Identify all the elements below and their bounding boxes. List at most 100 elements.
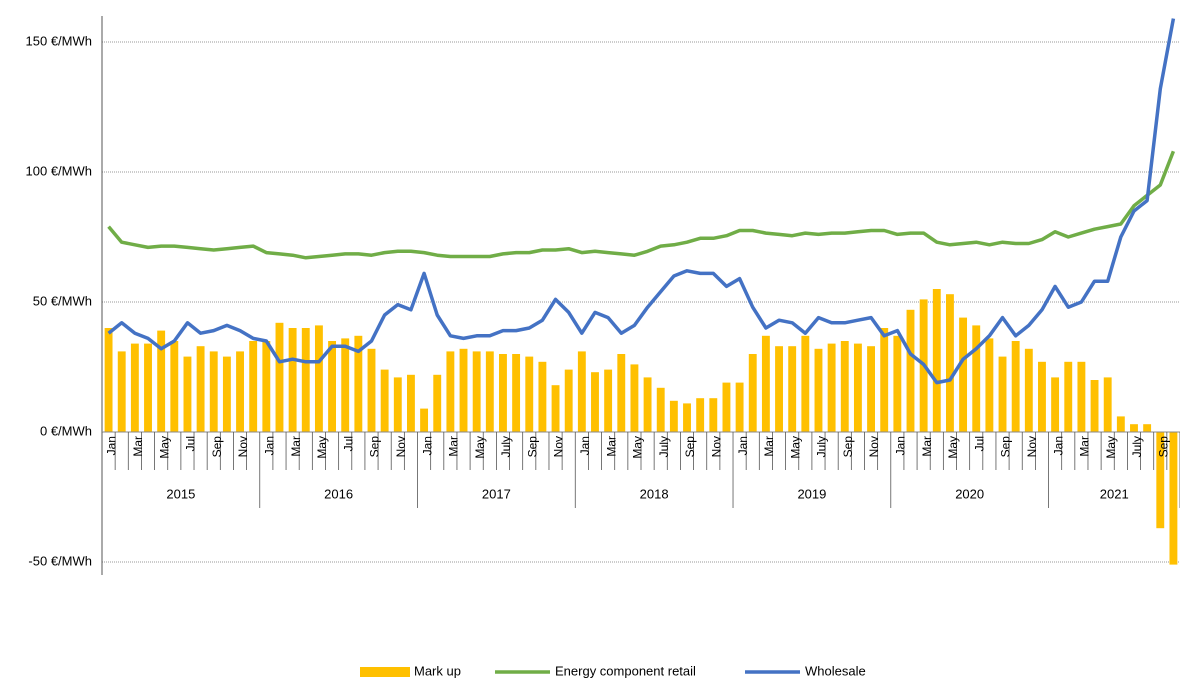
bar xyxy=(301,328,310,432)
bar xyxy=(604,369,613,432)
y-tick-label: -50 €/MWh xyxy=(28,553,92,568)
x-tick-label: Mar xyxy=(289,436,303,457)
y-tick-label: 50 €/MWh xyxy=(33,293,92,308)
x-tick-label: Jan xyxy=(420,436,434,455)
x-tick-label: Sep xyxy=(841,436,855,458)
line xyxy=(107,18,1176,385)
bar xyxy=(157,330,166,432)
x-tick-label: Nov xyxy=(867,436,881,457)
bar xyxy=(1064,361,1073,432)
bar xyxy=(380,369,389,432)
bar xyxy=(893,335,902,432)
x-tick-label: Sep xyxy=(525,436,539,458)
year-label: 2015 xyxy=(166,486,195,501)
legend-label: Mark up xyxy=(414,663,461,678)
x-tick-label: July xyxy=(815,436,829,457)
x-tick-label: July xyxy=(657,436,671,457)
bar xyxy=(945,294,954,432)
x-tick-label: Jul xyxy=(972,436,986,451)
bar xyxy=(104,328,113,432)
bar xyxy=(683,403,691,432)
x-tick-label: Sep xyxy=(210,436,224,458)
bar xyxy=(551,385,560,432)
bar xyxy=(972,325,981,432)
bar xyxy=(512,354,521,432)
x-tick-label: Mar xyxy=(1078,436,1092,457)
bar xyxy=(748,354,757,432)
bar xyxy=(170,341,179,432)
year-label: 2019 xyxy=(797,486,826,501)
x-tick-label: Jul xyxy=(184,436,198,451)
bar xyxy=(209,351,218,432)
bar xyxy=(406,374,415,432)
y-tick-label: 100 €/MWh xyxy=(26,163,92,178)
bar xyxy=(446,351,455,432)
x-tick-label: Sep xyxy=(999,436,1013,458)
bar xyxy=(130,343,139,432)
bar xyxy=(577,351,586,432)
bar xyxy=(1103,377,1112,432)
bar xyxy=(1077,361,1086,432)
bar xyxy=(906,309,915,432)
bar xyxy=(722,382,731,432)
bar xyxy=(1169,432,1178,565)
x-tick-label: Jan xyxy=(1051,436,1065,455)
bar xyxy=(354,335,363,432)
x-tick-label: May xyxy=(631,436,645,459)
x-tick-label: Nov xyxy=(709,436,723,457)
x-tick-label: Mar xyxy=(762,436,776,457)
x-tick-label: May xyxy=(315,436,329,459)
x-tick-label: Jan xyxy=(894,436,908,455)
line xyxy=(107,150,1176,260)
bar xyxy=(564,369,573,432)
bar xyxy=(314,325,323,432)
x-tick-label: May xyxy=(473,436,487,459)
bar xyxy=(998,356,1007,432)
x-tick-label: Mar xyxy=(447,436,461,457)
year-label: 2020 xyxy=(955,486,984,501)
bar xyxy=(183,356,192,432)
bar xyxy=(196,346,205,432)
x-tick-label: May xyxy=(1104,436,1118,459)
bar xyxy=(472,351,481,432)
bar xyxy=(341,338,350,432)
x-tick-label: Sep xyxy=(683,436,697,458)
x-tick-label: July xyxy=(499,436,513,457)
bar xyxy=(262,341,271,432)
bar xyxy=(459,348,468,432)
bar xyxy=(867,346,876,432)
bar xyxy=(393,377,402,432)
bar xyxy=(1130,424,1138,432)
bar xyxy=(853,343,862,432)
x-tick-label: July xyxy=(1130,436,1144,457)
bar xyxy=(538,361,547,432)
bar xyxy=(144,343,152,432)
bar xyxy=(525,356,534,432)
bar xyxy=(328,341,337,432)
bar xyxy=(617,354,626,432)
year-label: 2018 xyxy=(640,486,669,501)
x-tick-label: Jan xyxy=(105,436,119,455)
bar xyxy=(420,408,429,432)
bar xyxy=(880,328,889,432)
bar xyxy=(630,364,639,432)
x-tick-label: Mar xyxy=(604,436,618,457)
bar xyxy=(1051,377,1060,432)
bar xyxy=(249,341,258,432)
bar xyxy=(696,398,705,432)
x-tick-label: Nov xyxy=(1025,436,1039,457)
bar xyxy=(236,351,244,432)
x-tick-label: Nov xyxy=(552,436,566,457)
x-tick-label: Jan xyxy=(263,436,277,455)
x-tick-label: Jan xyxy=(736,436,750,455)
bar xyxy=(932,289,941,432)
bar xyxy=(840,341,849,432)
year-label: 2021 xyxy=(1100,486,1129,501)
year-label: 2016 xyxy=(324,486,353,501)
bar xyxy=(222,356,231,432)
bar xyxy=(814,348,823,432)
bar xyxy=(367,348,376,432)
bar xyxy=(288,328,297,432)
